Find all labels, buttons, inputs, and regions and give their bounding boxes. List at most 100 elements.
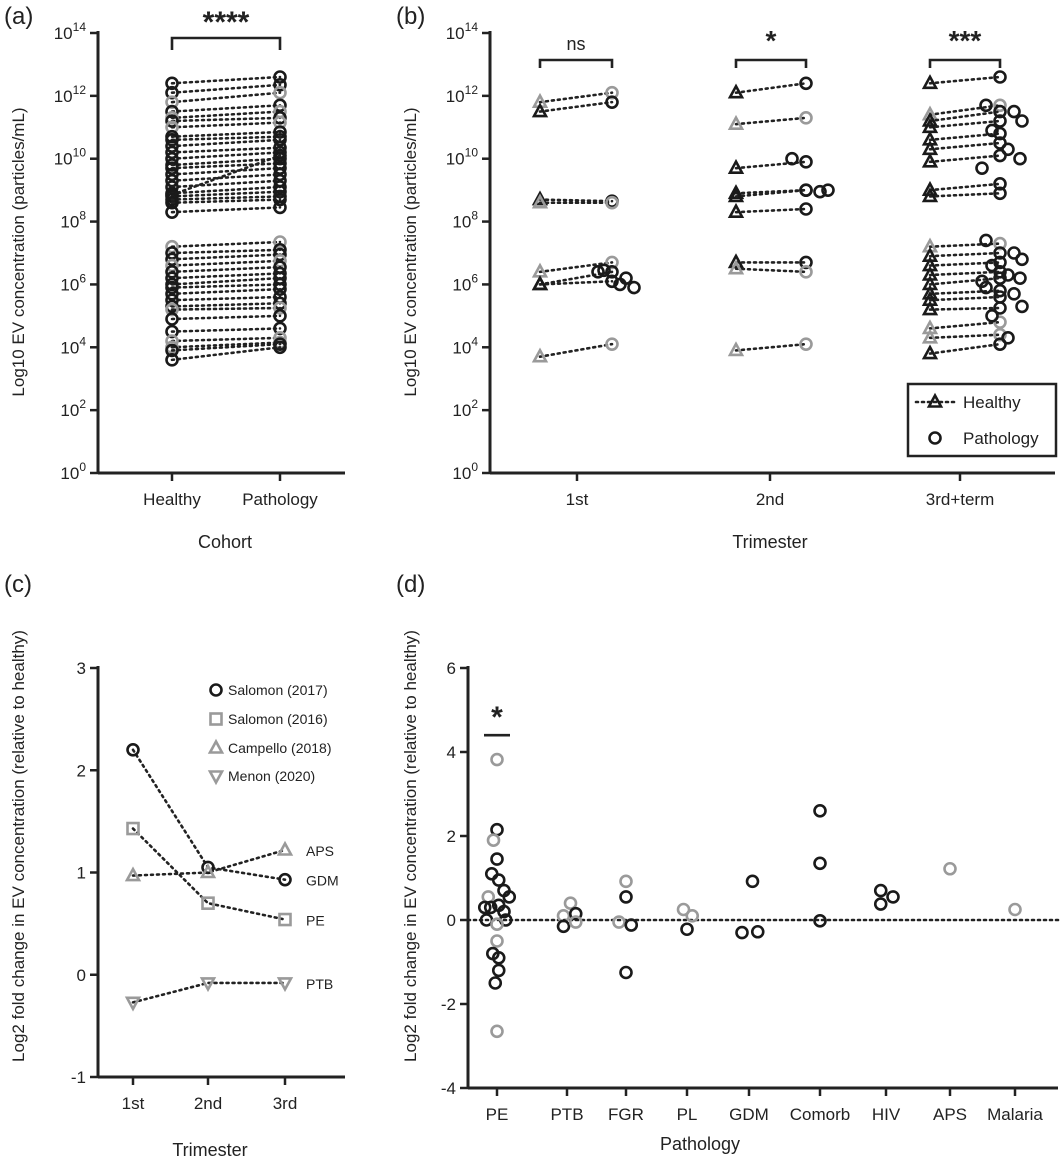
- significance-stars: ****: [203, 6, 250, 39]
- pair-line: [734, 188, 808, 198]
- pathology-point: [273, 235, 287, 249]
- pair-line: [538, 342, 614, 359]
- pair-line: [170, 130, 282, 139]
- x-tick-label: PE: [486, 1105, 509, 1124]
- pair-line: [734, 267, 808, 274]
- pair-line: [928, 141, 1002, 151]
- pair-line: [928, 132, 1002, 142]
- pair-line: [928, 242, 1002, 249]
- pathology-point: [605, 337, 619, 351]
- healthy-point: [165, 95, 179, 109]
- pair-line: [170, 146, 282, 154]
- data-point: [477, 900, 492, 915]
- pathology-point: [799, 337, 813, 351]
- x-tick-label: 2nd: [194, 1094, 222, 1113]
- data-point: [619, 965, 633, 980]
- x-tick-label: Healthy: [143, 490, 201, 509]
- series-marker: [199, 863, 217, 879]
- healthy-point: [727, 184, 745, 200]
- data-point: [624, 918, 639, 932]
- pair-line: [928, 306, 1002, 311]
- healthy-point: [921, 152, 939, 168]
- legend-label: Salomon (2016): [228, 711, 328, 727]
- significance-bracket: [734, 58, 808, 68]
- significance-label: ***: [949, 25, 982, 56]
- pair-line: [170, 121, 282, 129]
- legend-circle-marker: [928, 431, 942, 445]
- pathology-point: [1007, 104, 1021, 119]
- data-point: [873, 883, 888, 898]
- data-point: [750, 924, 765, 939]
- healthy-point: [531, 102, 549, 118]
- y-tick-label: 106: [60, 271, 86, 294]
- pair-line: [538, 91, 614, 104]
- x-tick-label: 1st: [566, 490, 589, 509]
- data-point: [484, 866, 499, 881]
- data-point: [491, 873, 506, 887]
- data-point: [676, 902, 691, 917]
- panel-d-ylabel: Log2 fold change in EV concentration (re…: [401, 630, 420, 1062]
- pair-line: [170, 138, 282, 148]
- pair-line: [170, 327, 282, 333]
- pair-line: [928, 342, 1002, 355]
- y-tick-label: 4: [447, 743, 456, 762]
- pair-line: [170, 306, 282, 311]
- y-tick-label: 1014: [446, 20, 479, 43]
- significance-label: ns: [566, 34, 585, 54]
- y-tick-label: 104: [452, 334, 478, 357]
- panel-d-label: (d): [396, 571, 425, 598]
- pathology-point: [605, 195, 619, 210]
- pathology-point: [993, 271, 1007, 285]
- data-point: [491, 950, 506, 965]
- healthy-point: [165, 76, 179, 91]
- pathology-point: [605, 85, 619, 100]
- significance-bracket: [928, 58, 1002, 68]
- healthy-point: [727, 114, 745, 130]
- pathology-point: [591, 265, 605, 279]
- pathology-point: [273, 70, 287, 84]
- y-tick-label: 0: [77, 966, 86, 985]
- data-point: [497, 904, 511, 919]
- pair-line: [170, 185, 282, 195]
- data-point: [685, 908, 700, 923]
- pathology-point: [993, 327, 1007, 342]
- pathology-point: [273, 301, 287, 315]
- pair-line: [928, 276, 1002, 286]
- x-tick-label: FGR: [608, 1105, 644, 1124]
- pair-line: [928, 289, 1002, 296]
- data-point: [490, 852, 504, 866]
- pair-line: [170, 336, 282, 343]
- data-point: [873, 897, 888, 911]
- pair-line: [170, 287, 282, 296]
- pair-line: [170, 272, 282, 280]
- y-tick-label: 1: [77, 864, 86, 883]
- series-end-label: PTB: [306, 976, 333, 992]
- pair-line: [928, 75, 1002, 85]
- y-tick-label: 100: [452, 460, 478, 483]
- pathology-point: [273, 78, 287, 92]
- pathology-point: [597, 263, 611, 278]
- pathology-point: [985, 258, 999, 273]
- data-point: [813, 856, 827, 871]
- pathology-point: [613, 277, 627, 292]
- pair-line: [928, 251, 1002, 258]
- data-point: [486, 833, 501, 848]
- x-tick-label: PTB: [550, 1105, 583, 1124]
- pair-line: [170, 179, 282, 189]
- pathology-point: [993, 126, 1007, 141]
- pair-line: [538, 100, 614, 113]
- healthy-point: [727, 253, 745, 269]
- pathology-point: [975, 161, 989, 175]
- y-tick-label: 3: [77, 659, 86, 678]
- legend-label: Campello (2018): [228, 740, 332, 756]
- pair-line: [170, 135, 282, 142]
- data-point: [563, 896, 578, 911]
- pathology-point: [993, 301, 1007, 315]
- series-marker: [201, 896, 215, 910]
- healthy-point: [921, 300, 939, 316]
- pair-line: [170, 154, 282, 197]
- pair-line: [170, 342, 282, 352]
- healthy-point: [165, 120, 179, 135]
- healthy-point: [921, 344, 939, 360]
